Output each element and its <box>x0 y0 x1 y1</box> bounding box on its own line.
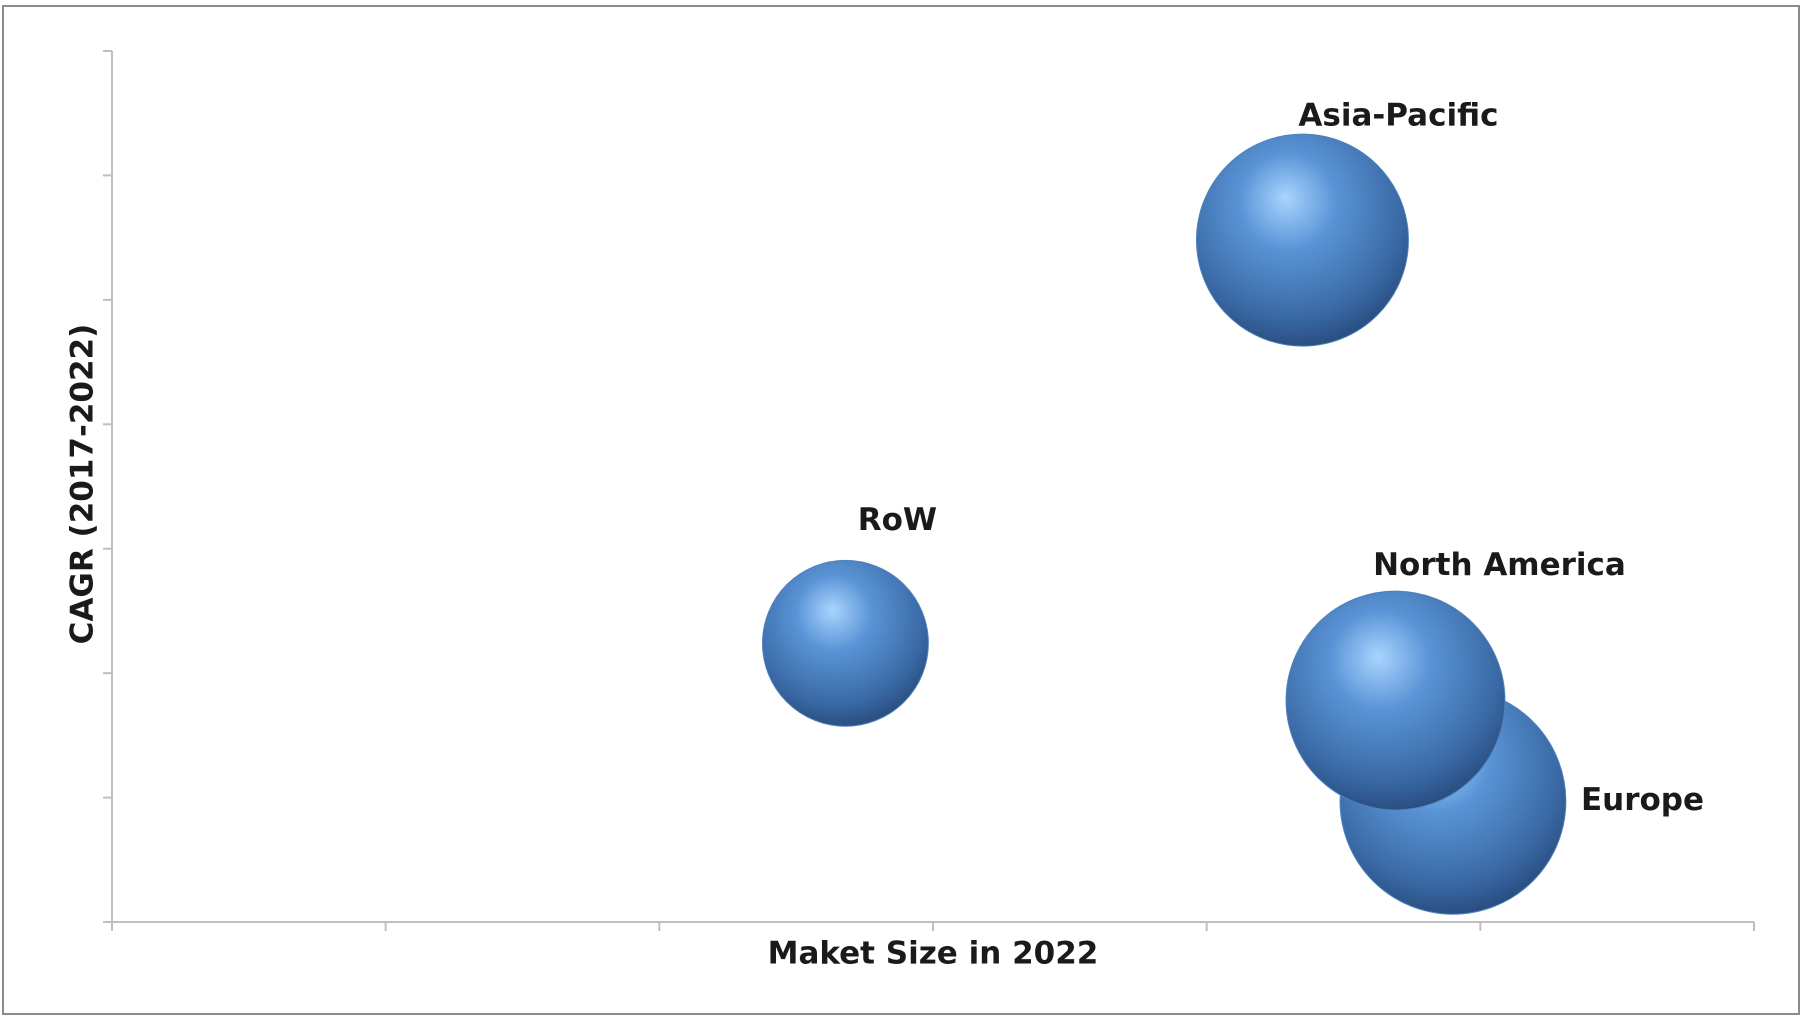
bubble-label: RoW <box>858 502 937 538</box>
bubble <box>1285 590 1506 811</box>
bubble <box>761 559 929 727</box>
bubble-label: Europe <box>1581 782 1704 818</box>
bubble-label: Asia-Pacific <box>1298 98 1498 134</box>
bubble-label: North America <box>1373 547 1626 583</box>
x-axis-title: Maket Size in 2022 <box>768 936 1099 972</box>
bubble <box>1195 133 1409 347</box>
y-axis-title: CAGR (2017-2022) <box>65 324 101 645</box>
